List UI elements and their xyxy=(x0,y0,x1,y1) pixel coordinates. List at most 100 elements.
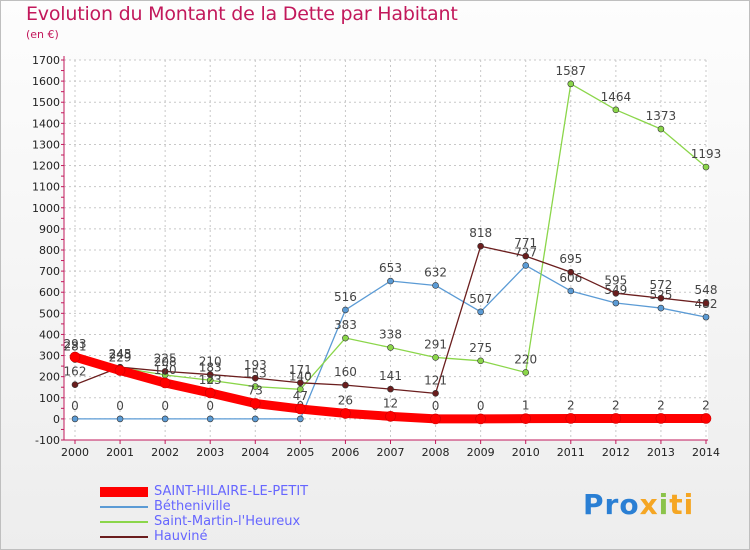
data-point xyxy=(342,306,349,314)
data-point xyxy=(432,354,439,361)
data-point xyxy=(297,379,304,387)
legend-item: Hauviné xyxy=(100,529,308,544)
data-point xyxy=(432,390,439,397)
data-point xyxy=(206,415,214,423)
data-label: 507 xyxy=(469,292,492,306)
data-point xyxy=(567,268,575,276)
data-label: 0 xyxy=(432,399,440,413)
data-label: 225 xyxy=(154,351,177,365)
logo-part: ti xyxy=(669,488,695,521)
logo-part: x xyxy=(639,488,659,521)
data-label: 26 xyxy=(338,393,353,407)
y-tick-label: 800 xyxy=(39,244,60,257)
data-label: 183 xyxy=(199,360,222,374)
legend-swatch xyxy=(100,486,148,497)
legend-swatch xyxy=(100,520,148,523)
data-point xyxy=(69,351,81,363)
data-label: 1 xyxy=(522,399,530,413)
x-tick-label: 2001 xyxy=(106,446,134,459)
data-point xyxy=(251,383,259,390)
data-point xyxy=(612,106,620,114)
data-label: 1587 xyxy=(556,64,587,78)
data-label: 632 xyxy=(424,265,447,279)
data-label: 193 xyxy=(244,358,267,372)
legend-item: Bétheniville xyxy=(100,499,308,514)
data-point xyxy=(114,365,126,376)
data-label: 141 xyxy=(379,369,402,383)
data-point xyxy=(432,282,439,289)
x-tick-label: 2002 xyxy=(151,446,179,459)
x-tick-label: 2012 xyxy=(602,446,630,459)
data-point xyxy=(342,334,349,342)
legend-label: Bétheniville xyxy=(154,499,231,514)
x-tick-label: 2008 xyxy=(422,446,450,459)
data-label: 0 xyxy=(116,399,124,413)
x-tick-label: 2005 xyxy=(286,446,314,459)
legend-swatch xyxy=(100,505,148,508)
data-point xyxy=(206,371,214,378)
legend-item: SAINT-HILAIRE-LE-PETIT xyxy=(100,484,308,499)
data-point xyxy=(430,413,441,425)
data-label: 1464 xyxy=(601,90,632,104)
data-point xyxy=(477,242,484,250)
data-label: 2 xyxy=(612,398,620,412)
data-label: 383 xyxy=(334,318,357,332)
data-label: 73 xyxy=(248,383,263,397)
data-point xyxy=(295,403,306,415)
data-label: 2 xyxy=(657,398,665,412)
logo-part: Pro xyxy=(583,488,640,521)
data-label: 653 xyxy=(379,261,402,275)
data-point xyxy=(340,408,351,419)
data-label: 171 xyxy=(289,363,312,377)
data-point xyxy=(71,381,79,388)
data-point xyxy=(655,413,667,424)
y-tick-label: 1000 xyxy=(32,202,60,215)
y-tick-label: 1300 xyxy=(32,138,60,151)
data-point xyxy=(520,413,532,424)
data-label: 245 xyxy=(109,347,132,361)
data-point xyxy=(567,287,575,295)
y-tick-label: 700 xyxy=(39,265,60,278)
data-point xyxy=(297,415,304,423)
data-point xyxy=(522,262,530,269)
legend-swatch xyxy=(100,535,148,538)
data-point xyxy=(387,385,394,393)
data-point xyxy=(251,374,259,382)
chart-title: Evolution du Montant de la Dette par Hab… xyxy=(26,3,458,25)
data-point xyxy=(565,413,577,424)
x-tick-label: 2010 xyxy=(512,446,540,459)
x-tick-label: 2000 xyxy=(61,446,89,459)
data-point xyxy=(204,387,216,399)
data-point xyxy=(116,415,124,423)
data-point xyxy=(385,411,396,422)
y-tick-label: 1100 xyxy=(32,181,60,194)
data-point xyxy=(700,413,712,424)
legend-item: Saint-Martin-l'Heureux xyxy=(100,514,308,529)
y-tick-label: -100 xyxy=(35,434,60,447)
data-label: 12 xyxy=(383,396,398,410)
x-tick-label: 2004 xyxy=(241,446,269,459)
data-point xyxy=(387,344,394,351)
data-label: 0 xyxy=(477,399,485,413)
x-tick-label: 2011 xyxy=(557,446,585,459)
data-label: 275 xyxy=(469,341,492,355)
data-label: 160 xyxy=(334,365,357,379)
data-point xyxy=(251,415,259,423)
y-tick-label: 300 xyxy=(39,350,60,363)
data-label: 243 xyxy=(109,348,132,362)
data-label: 229 xyxy=(109,351,132,365)
data-label: 2 xyxy=(702,398,710,412)
y-tick-label: 1400 xyxy=(32,117,60,130)
y-tick-label: 600 xyxy=(39,286,60,299)
x-tick-label: 2009 xyxy=(467,446,495,459)
data-point xyxy=(477,308,484,316)
data-point xyxy=(297,386,304,393)
data-label: 695 xyxy=(559,252,582,266)
data-label: 220 xyxy=(514,352,537,366)
data-label: 0 xyxy=(161,399,169,413)
y-tick-label: 900 xyxy=(39,223,60,236)
data-point xyxy=(71,415,79,423)
legend-label: Saint-Martin-l'Heureux xyxy=(154,514,301,529)
data-point xyxy=(522,369,530,376)
